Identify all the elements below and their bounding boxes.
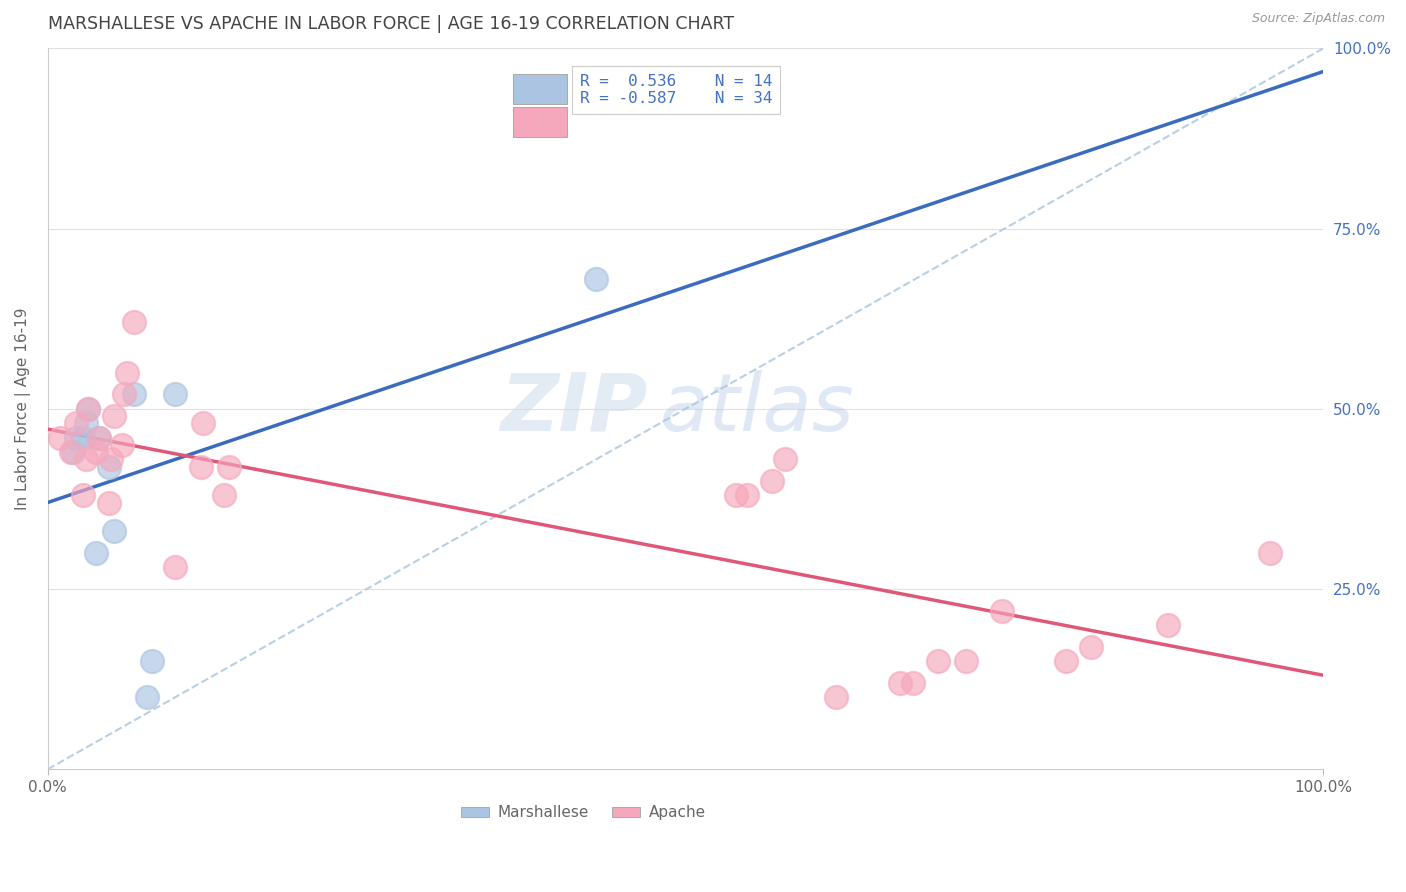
FancyBboxPatch shape (513, 107, 567, 137)
Point (97, 459, 120, 474)
Point (111, 438, 134, 452)
Point (735, 488, 758, 502)
Point (124, 315, 146, 329)
Text: Source: ZipAtlas.com: Source: ZipAtlas.com (1251, 12, 1385, 25)
Point (65, 431, 87, 445)
Point (1156, 618, 1178, 632)
Point (72, 431, 94, 445)
Point (190, 459, 212, 474)
Point (141, 654, 163, 668)
Text: ZIP: ZIP (499, 370, 647, 448)
Point (193, 417, 215, 431)
Point (825, 690, 848, 705)
Point (1080, 640, 1102, 654)
Y-axis label: In Labor Force | Age 16-19: In Labor Force | Age 16-19 (15, 308, 31, 510)
Point (103, 409, 125, 423)
Legend: Marshallese, Apache: Marshallese, Apache (456, 799, 711, 827)
Point (1054, 654, 1077, 668)
Point (49, 431, 72, 445)
Point (87, 431, 110, 445)
Point (97, 495, 120, 509)
Point (100, 452, 122, 467)
Point (62, 445, 84, 459)
Point (136, 690, 159, 705)
Point (103, 524, 125, 539)
Point (725, 488, 748, 502)
Point (165, 560, 187, 574)
FancyBboxPatch shape (513, 74, 567, 104)
Point (927, 654, 949, 668)
Point (761, 474, 783, 488)
Point (87, 431, 110, 445)
Point (124, 387, 146, 401)
Point (212, 488, 235, 502)
Point (65, 417, 87, 431)
Point (901, 675, 924, 690)
Point (218, 459, 240, 474)
Point (1258, 546, 1281, 560)
Point (59, 445, 82, 459)
Point (84, 445, 107, 459)
Point (115, 366, 138, 380)
Point (165, 387, 187, 401)
Point (112, 387, 135, 401)
Point (585, 272, 607, 286)
Point (77, 401, 100, 416)
Point (991, 604, 1014, 618)
Point (75, 452, 97, 467)
Point (773, 452, 796, 467)
Point (889, 675, 911, 690)
Point (75, 417, 97, 431)
Point (84, 546, 107, 560)
Text: atlas: atlas (659, 370, 855, 448)
Text: MARSHALLESE VS APACHE IN LABOR FORCE | AGE 16-19 CORRELATION CHART: MARSHALLESE VS APACHE IN LABOR FORCE | A… (48, 15, 734, 33)
Point (77, 401, 100, 416)
Point (72, 488, 94, 502)
Point (955, 654, 977, 668)
Text: R =  0.536    N = 14
R = -0.587    N = 34: R = 0.536 N = 14 R = -0.587 N = 34 (579, 74, 772, 106)
